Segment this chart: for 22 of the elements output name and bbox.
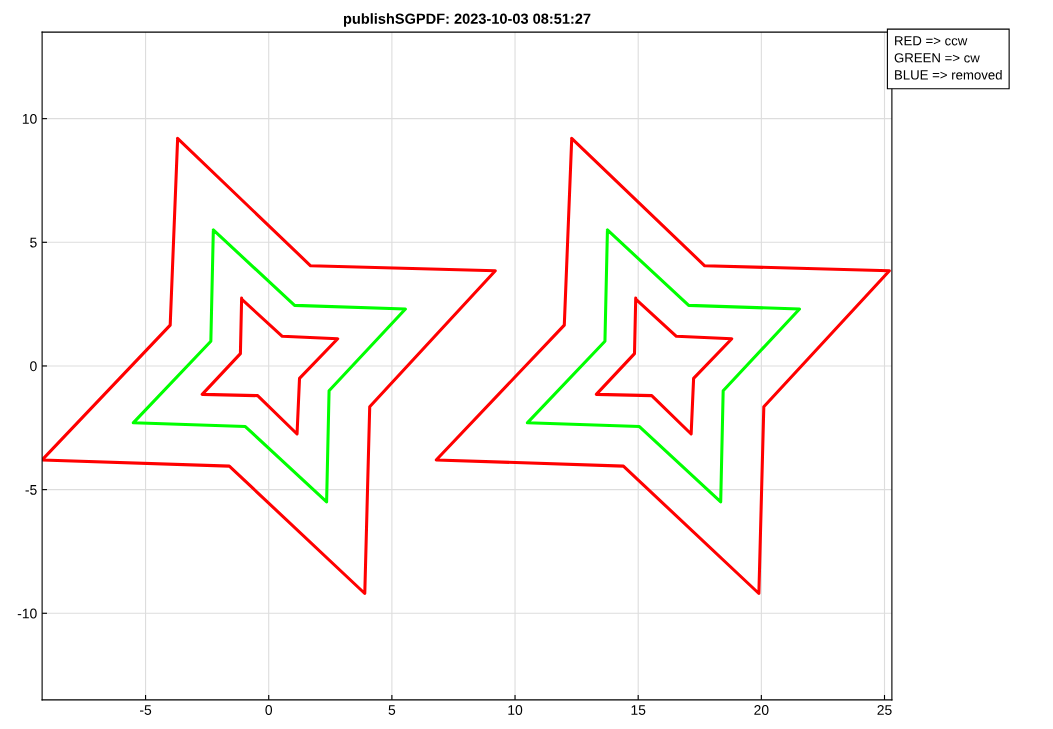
y-tick-label: -5 [25, 485, 37, 495]
line-series [200, 296, 340, 436]
text: GREEN => cw [894, 53, 980, 63]
line-series [434, 136, 891, 596]
x-tick-label: 0 [265, 705, 273, 715]
line-series [131, 228, 407, 504]
text: RED => ccw [895, 36, 968, 46]
x-tick-label: 25 [877, 705, 892, 715]
y-tick-label: -10 [17, 608, 37, 619]
line-series [525, 228, 802, 504]
line-series [42, 136, 497, 596]
x-tick-label: 15 [631, 705, 646, 715]
text: BLUE => removed [895, 69, 1002, 80]
chart-title: publishSGPDF: 2023-10-03 08:51:27 [343, 13, 591, 27]
x-tick-label: 5 [388, 705, 396, 715]
x-tick-label: -5 [140, 705, 152, 715]
y-tick-label: 10 [22, 113, 37, 124]
x-tick-label: 10 [508, 705, 523, 715]
line-series [594, 296, 734, 436]
x-tick-label: 20 [754, 705, 769, 715]
y-tick-label: 0 [30, 361, 37, 372]
y-tick-label: 5 [30, 237, 37, 248]
